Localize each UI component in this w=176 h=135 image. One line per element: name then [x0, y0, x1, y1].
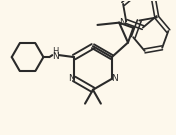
Text: N: N	[119, 18, 125, 27]
Text: N: N	[111, 74, 118, 83]
Text: H: H	[52, 47, 58, 56]
Text: N: N	[52, 52, 59, 61]
Text: N: N	[68, 74, 74, 83]
